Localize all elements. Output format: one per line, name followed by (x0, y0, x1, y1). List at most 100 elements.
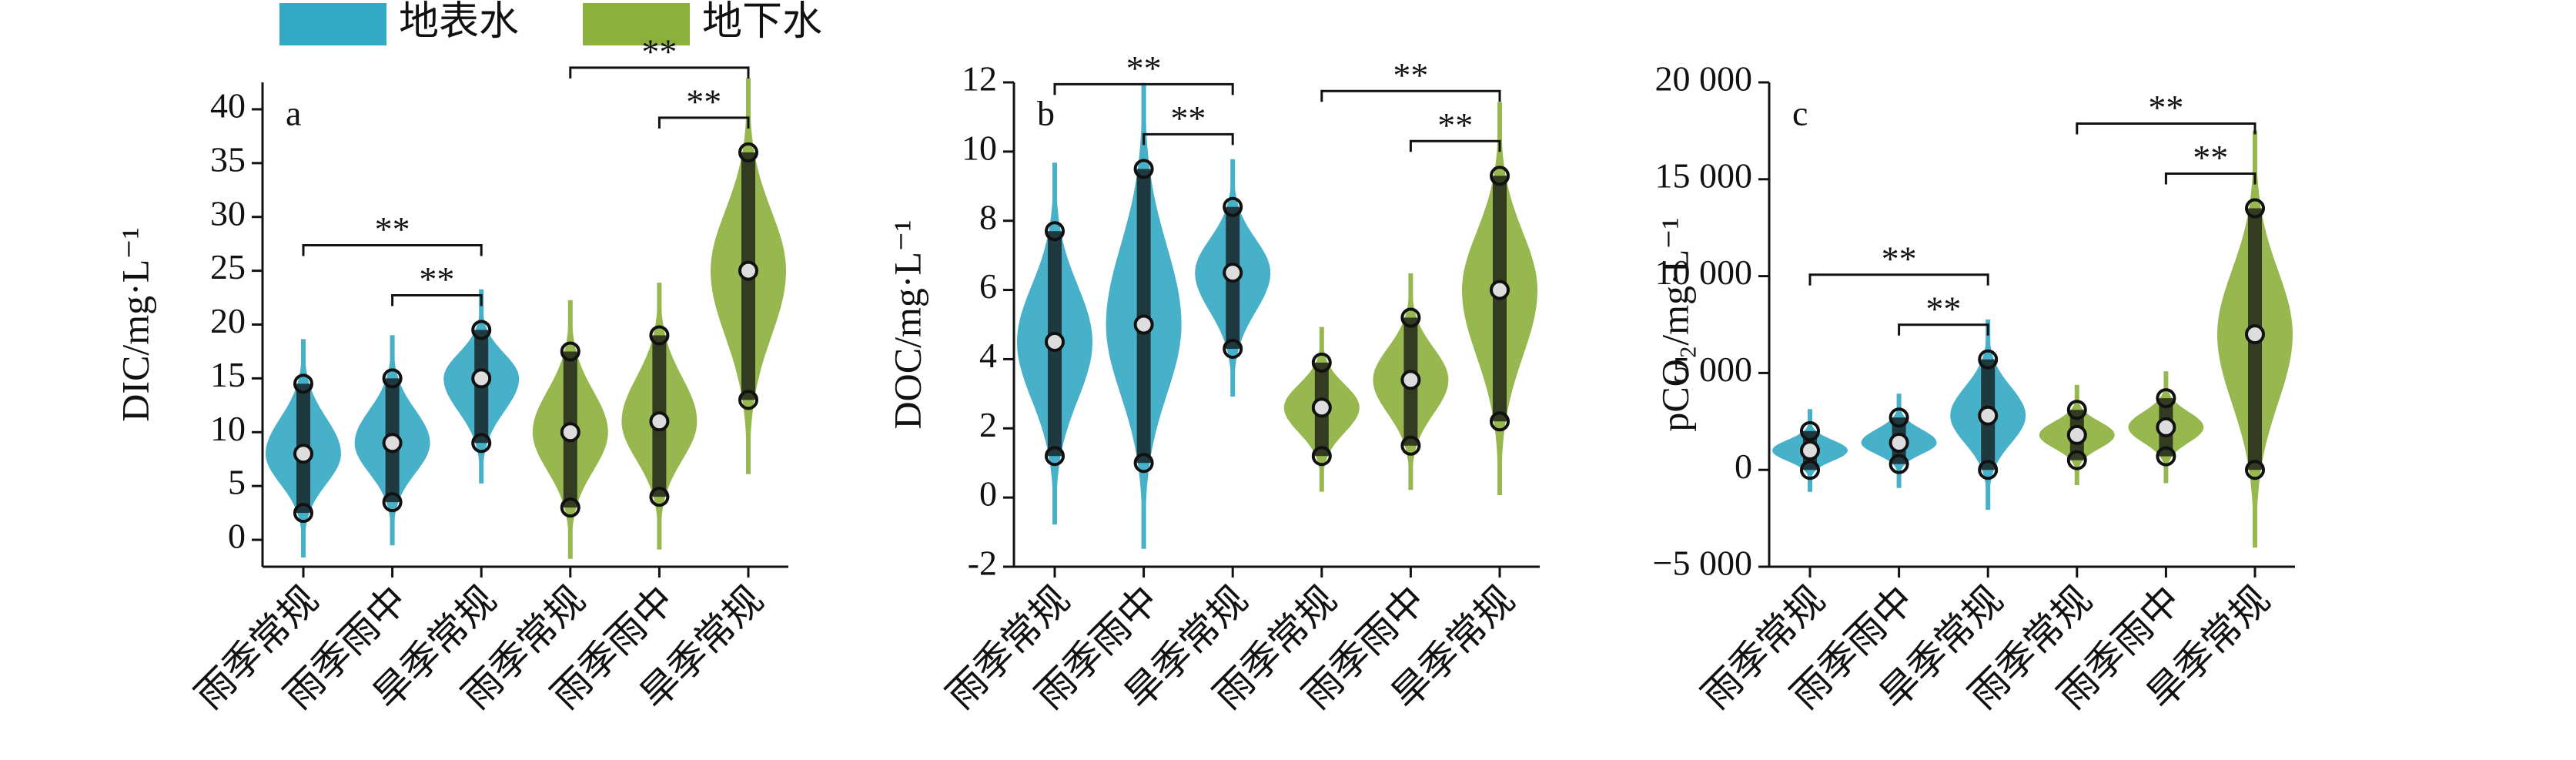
y-tick-label: 8 (979, 197, 997, 236)
point (1800, 420, 1820, 441)
significance-bracket (2164, 172, 2257, 185)
point (649, 487, 670, 507)
point (2245, 198, 2265, 219)
point (560, 497, 580, 518)
point (2066, 424, 2087, 445)
point (1133, 159, 1154, 179)
point (2156, 446, 2176, 467)
legend-label: 地表水 (399, 0, 519, 44)
point (2245, 324, 2265, 345)
y-tick-label: 20 (210, 301, 246, 340)
point (738, 142, 758, 162)
panel-label: a (286, 94, 301, 133)
point (382, 368, 403, 389)
legend-swatch (583, 3, 690, 45)
significance-label: ** (1126, 49, 1162, 88)
y-tick-label: 2 (979, 405, 997, 444)
point (1223, 338, 1243, 359)
point (293, 373, 313, 394)
point (1490, 280, 1510, 300)
y-tick-label: 15 000 (1655, 156, 1753, 195)
significance-bracket (1142, 132, 1234, 146)
y-tick-label: 30 (210, 193, 246, 233)
y-tick-label: −5 000 (1653, 544, 1752, 583)
significance-label: ** (1437, 105, 1473, 145)
point (471, 320, 492, 340)
legend-swatch (279, 3, 386, 45)
panel-label: c (1792, 94, 1808, 133)
y-tick-label: 12 (962, 59, 997, 99)
legend-label: 地下水 (702, 0, 822, 44)
y-tick-label: 6 (979, 266, 997, 306)
significance-bracket (569, 66, 750, 79)
significance-label: ** (1393, 55, 1428, 95)
point (2156, 388, 2176, 409)
point (1978, 405, 1999, 426)
y-axis-label: DOC/mg·L⁻¹ (885, 220, 928, 430)
y-tick-label: 4 (979, 336, 997, 375)
significance-bracket (1320, 89, 1501, 102)
point (2066, 450, 2087, 470)
point (1978, 460, 1999, 480)
y-tick-label: 20 000 (1655, 59, 1753, 99)
point (1133, 453, 1154, 474)
point (2066, 400, 2087, 420)
point (471, 433, 492, 454)
y-tick-label: 5 (228, 463, 246, 502)
point (1045, 331, 1065, 352)
y-tick-label: 35 (210, 139, 246, 179)
significance-label: ** (2193, 138, 2228, 177)
point (1223, 196, 1243, 217)
point (382, 433, 403, 454)
point (1800, 440, 1820, 461)
significance-label: ** (1170, 99, 1206, 138)
y-axis-label: DIC/mg·L⁻¹ (113, 227, 156, 421)
y-tick-label: 10 (962, 128, 997, 167)
significance-bracket (1898, 323, 1989, 336)
point (293, 444, 313, 464)
y-tick-label: 0 (228, 517, 246, 556)
point (738, 260, 758, 281)
significance-bracket (302, 243, 483, 256)
significance-bracket (657, 116, 750, 129)
point (1311, 397, 1332, 418)
point (1223, 263, 1243, 283)
point (649, 325, 670, 346)
significance-bracket (1409, 139, 1501, 152)
point (2245, 460, 2265, 480)
point (1889, 407, 1909, 428)
point (1800, 460, 1820, 480)
point (1311, 352, 1332, 373)
significance-bracket (1053, 82, 1234, 95)
significance-label: ** (2148, 88, 2183, 127)
significance-bracket (2076, 122, 2257, 135)
point (382, 492, 403, 513)
point (293, 503, 313, 524)
significance-bracket (1808, 273, 1989, 286)
y-tick-label: -2 (968, 544, 997, 583)
point (1400, 435, 1421, 456)
point (1311, 446, 1332, 467)
y-tick-label: 0 (979, 474, 997, 514)
y-tick-label: 5 000 (1673, 350, 1753, 389)
point (560, 422, 580, 443)
y-tick-label: 10 000 (1655, 253, 1753, 292)
point (2156, 417, 2176, 437)
y-tick-label: 25 (210, 247, 246, 286)
y-tick-label: 40 (210, 86, 246, 126)
significance-bracket (391, 293, 483, 306)
point (1889, 432, 1909, 453)
significance-label: ** (686, 82, 721, 121)
point (1490, 166, 1510, 186)
y-tick-label: 0 (1735, 447, 1752, 486)
point (1045, 221, 1065, 242)
y-tick-label: 15 (210, 355, 246, 394)
point (1400, 307, 1421, 328)
y-tick-label: 10 (210, 409, 246, 448)
point (1133, 314, 1154, 335)
point (471, 368, 492, 389)
point (560, 341, 580, 362)
significance-label: ** (419, 259, 454, 299)
point (738, 390, 758, 410)
